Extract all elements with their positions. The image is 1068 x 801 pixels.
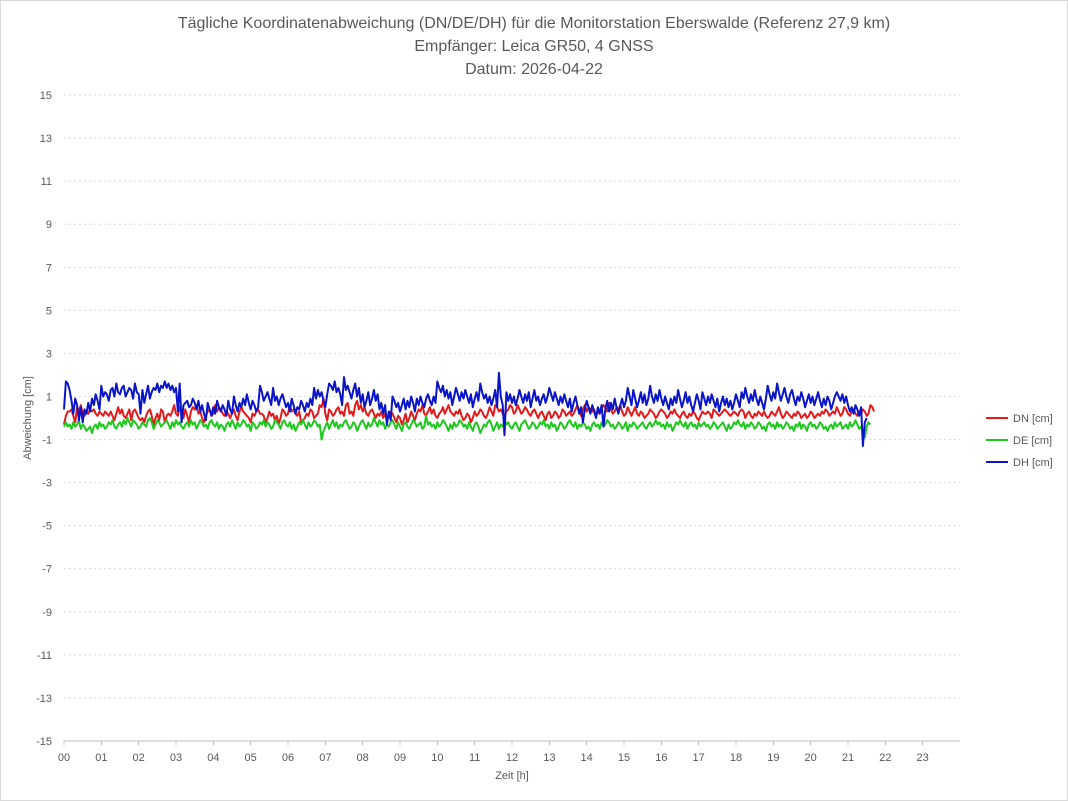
x-axis-label: Zeit [h]: [495, 770, 529, 782]
y-tick-label: -3: [42, 478, 52, 490]
x-tick-label: 15: [618, 752, 630, 764]
x-tick-label: 17: [693, 752, 705, 764]
x-tick-label: 10: [431, 752, 443, 764]
x-tick-label: 20: [805, 752, 817, 764]
x-tick-label: 02: [133, 752, 145, 764]
x-tick-label: 13: [543, 752, 555, 764]
x-tick-label: 21: [842, 752, 854, 764]
chart-titles: Tägliche Koordinatenabweichung (DN/DE/DH…: [178, 15, 890, 78]
y-tick-label: -15: [36, 736, 52, 748]
y-tick-label: 3: [46, 348, 52, 360]
y-tick-label: 7: [46, 262, 52, 274]
x-tick-label: 19: [767, 752, 779, 764]
y-tick-label: -1: [42, 435, 52, 447]
x-tick-label: 14: [581, 752, 593, 764]
x-tick-label: 01: [95, 752, 107, 764]
y-tick-labels: 15 13 11 9 7 5 3 1 -1 -3 -5 -7 -9 -11 -13 -15: [36, 90, 52, 748]
y-tick-label: 1: [46, 391, 52, 403]
chart-title: Tägliche Koordinatenabweichung (DN/DE/DH…: [178, 15, 890, 32]
x-tick-label: 16: [655, 752, 667, 764]
gridlines: [64, 94, 960, 699]
y-tick-label: -5: [42, 521, 52, 533]
legend-entry: DE [cm]: [1013, 435, 1052, 447]
x-tick-label: 07: [319, 752, 331, 764]
y-tick-label: -9: [42, 607, 52, 619]
y-tick-label: 15: [40, 90, 52, 102]
x-tick-label: 09: [394, 752, 406, 764]
y-tick-label: 9: [46, 219, 52, 231]
chart-subtitle-date: Datum: 2026-04-22: [465, 61, 603, 78]
legend-entry: DH [cm]: [1013, 457, 1053, 469]
x-tick-label: 18: [730, 752, 742, 764]
y-tick-label: -13: [36, 693, 52, 705]
y-tick-label: 11: [41, 176, 52, 188]
x-tick-labels: 00 01 02 03 04 05 06 07 08 09 10 11 12 13 14 15 16 17 18 19…: [58, 741, 929, 764]
series-line-dn: [63, 397, 876, 426]
x-tick-label: 06: [282, 752, 294, 764]
chart-subtitle-receiver: Empfänger: Leica GR50, 4 GNSS: [414, 38, 653, 55]
y-tick-label: 5: [46, 305, 52, 317]
legend-entry: DN [cm]: [1013, 413, 1053, 425]
x-tick-label: 08: [357, 752, 369, 764]
y-axis-label: Abweichung [cm]: [22, 376, 34, 460]
x-tick-label: 23: [917, 752, 929, 764]
series-line-dh: [63, 371, 868, 447]
y-tick-label: -11: [37, 650, 52, 662]
x-tick-label: 11: [469, 752, 480, 764]
x-tick-label: 00: [58, 752, 70, 764]
x-tick-label: 22: [879, 752, 891, 764]
x-tick-label: 12: [506, 752, 518, 764]
series-line-de: [63, 414, 872, 441]
x-tick-label: 04: [207, 752, 219, 764]
y-tick-label: -7: [42, 564, 52, 576]
x-tick-label: 03: [170, 752, 182, 764]
legend: DN [cm] DE [cm] DH [cm]: [986, 413, 1053, 469]
x-tick-label: 05: [245, 752, 257, 764]
y-tick-label: 13: [40, 133, 52, 145]
series-lines: [63, 371, 876, 447]
